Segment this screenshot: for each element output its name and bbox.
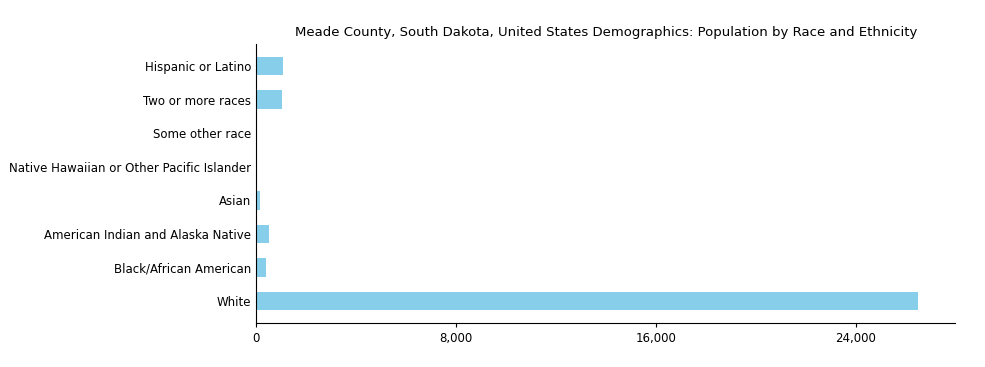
Bar — [256, 124, 257, 142]
Bar — [256, 90, 283, 109]
Bar — [256, 57, 283, 75]
Bar — [256, 258, 266, 277]
Bar — [256, 225, 269, 243]
Bar — [256, 292, 918, 310]
Bar — [256, 191, 260, 210]
Title: Meade County, South Dakota, United States Demographics: Population by Race and E: Meade County, South Dakota, United State… — [295, 26, 917, 39]
